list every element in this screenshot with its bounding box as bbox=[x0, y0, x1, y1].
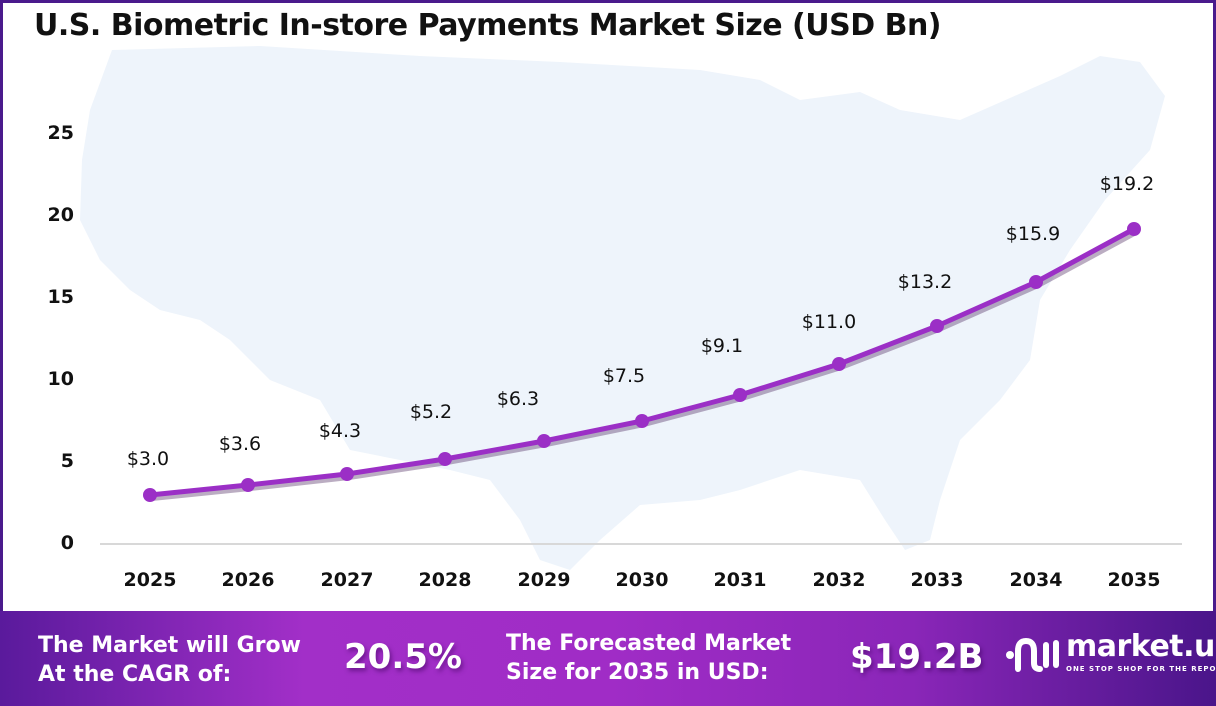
data-point[interactable] bbox=[733, 388, 747, 402]
forecast-label: The Forecasted Market Size for 2035 in U… bbox=[506, 631, 792, 685]
logo-tagline: ONE STOP SHOP FOR THE REPORTS bbox=[1066, 665, 1216, 673]
data-point[interactable] bbox=[143, 488, 157, 502]
data-point[interactable] bbox=[635, 414, 649, 428]
x-tick-label: 2029 bbox=[518, 569, 571, 591]
data-label: $11.0 bbox=[802, 311, 856, 333]
cagr-label: The Market will Grow At the CAGR of: bbox=[38, 633, 301, 687]
forecast-value: $19.2B bbox=[850, 637, 984, 677]
y-tick-label: 25 bbox=[48, 122, 74, 144]
us-map-silhouette bbox=[80, 46, 1165, 570]
data-label: $19.2 bbox=[1100, 173, 1154, 195]
cagr-value: 20.5% bbox=[344, 637, 462, 677]
y-tick-label: 20 bbox=[48, 204, 74, 226]
x-tick-label: 2031 bbox=[714, 569, 767, 591]
y-tick-label: 5 bbox=[61, 450, 74, 472]
x-tick-label: 2030 bbox=[616, 569, 669, 591]
data-point[interactable] bbox=[537, 434, 551, 448]
data-label: $6.3 bbox=[497, 388, 539, 410]
data-label: $5.2 bbox=[410, 401, 452, 423]
x-tick-label: 2032 bbox=[813, 569, 866, 591]
data-point[interactable] bbox=[241, 478, 255, 492]
x-axis: 2025 2026 2027 2028 2029 2030 2031 2032 … bbox=[124, 569, 1161, 591]
data-point[interactable] bbox=[930, 319, 944, 333]
x-tick-label: 2025 bbox=[124, 569, 177, 591]
summary-banner: The Market will Grow At the CAGR of: 20.… bbox=[0, 611, 1216, 706]
x-tick-label: 2035 bbox=[1108, 569, 1161, 591]
logo-name: market.us bbox=[1066, 629, 1216, 664]
data-point[interactable] bbox=[340, 467, 354, 481]
x-tick-label: 2027 bbox=[321, 569, 374, 591]
data-label: $3.6 bbox=[219, 433, 261, 455]
line-chart: 0 5 10 15 20 25 2025 2026 2027 2028 2029… bbox=[48, 46, 1182, 591]
data-point[interactable] bbox=[1029, 275, 1043, 289]
logo-mark-icon bbox=[1006, 637, 1059, 672]
data-label: $3.0 bbox=[127, 448, 169, 470]
x-tick-label: 2028 bbox=[419, 569, 472, 591]
data-label: $7.5 bbox=[603, 365, 645, 387]
data-point[interactable] bbox=[1127, 222, 1141, 236]
data-label: $4.3 bbox=[319, 420, 361, 442]
data-label: $13.2 bbox=[898, 271, 952, 293]
x-tick-label: 2026 bbox=[222, 569, 275, 591]
x-tick-label: 2033 bbox=[911, 569, 964, 591]
y-tick-label: 10 bbox=[48, 368, 74, 390]
data-point[interactable] bbox=[832, 357, 846, 371]
y-axis: 0 5 10 15 20 25 bbox=[48, 122, 74, 554]
y-tick-label: 0 bbox=[61, 532, 74, 554]
chart-title: U.S. Biometric In-store Payments Market … bbox=[34, 8, 942, 43]
x-tick-label: 2034 bbox=[1010, 569, 1063, 591]
data-point[interactable] bbox=[438, 452, 452, 466]
data-label: $15.9 bbox=[1006, 223, 1060, 245]
y-tick-label: 15 bbox=[48, 286, 74, 308]
data-labels: $3.0 $3.6 $4.3 $5.2 $6.3 $7.5 $9.1 $11.0… bbox=[127, 173, 1154, 470]
data-label: $9.1 bbox=[701, 335, 743, 357]
data-points bbox=[143, 222, 1141, 502]
